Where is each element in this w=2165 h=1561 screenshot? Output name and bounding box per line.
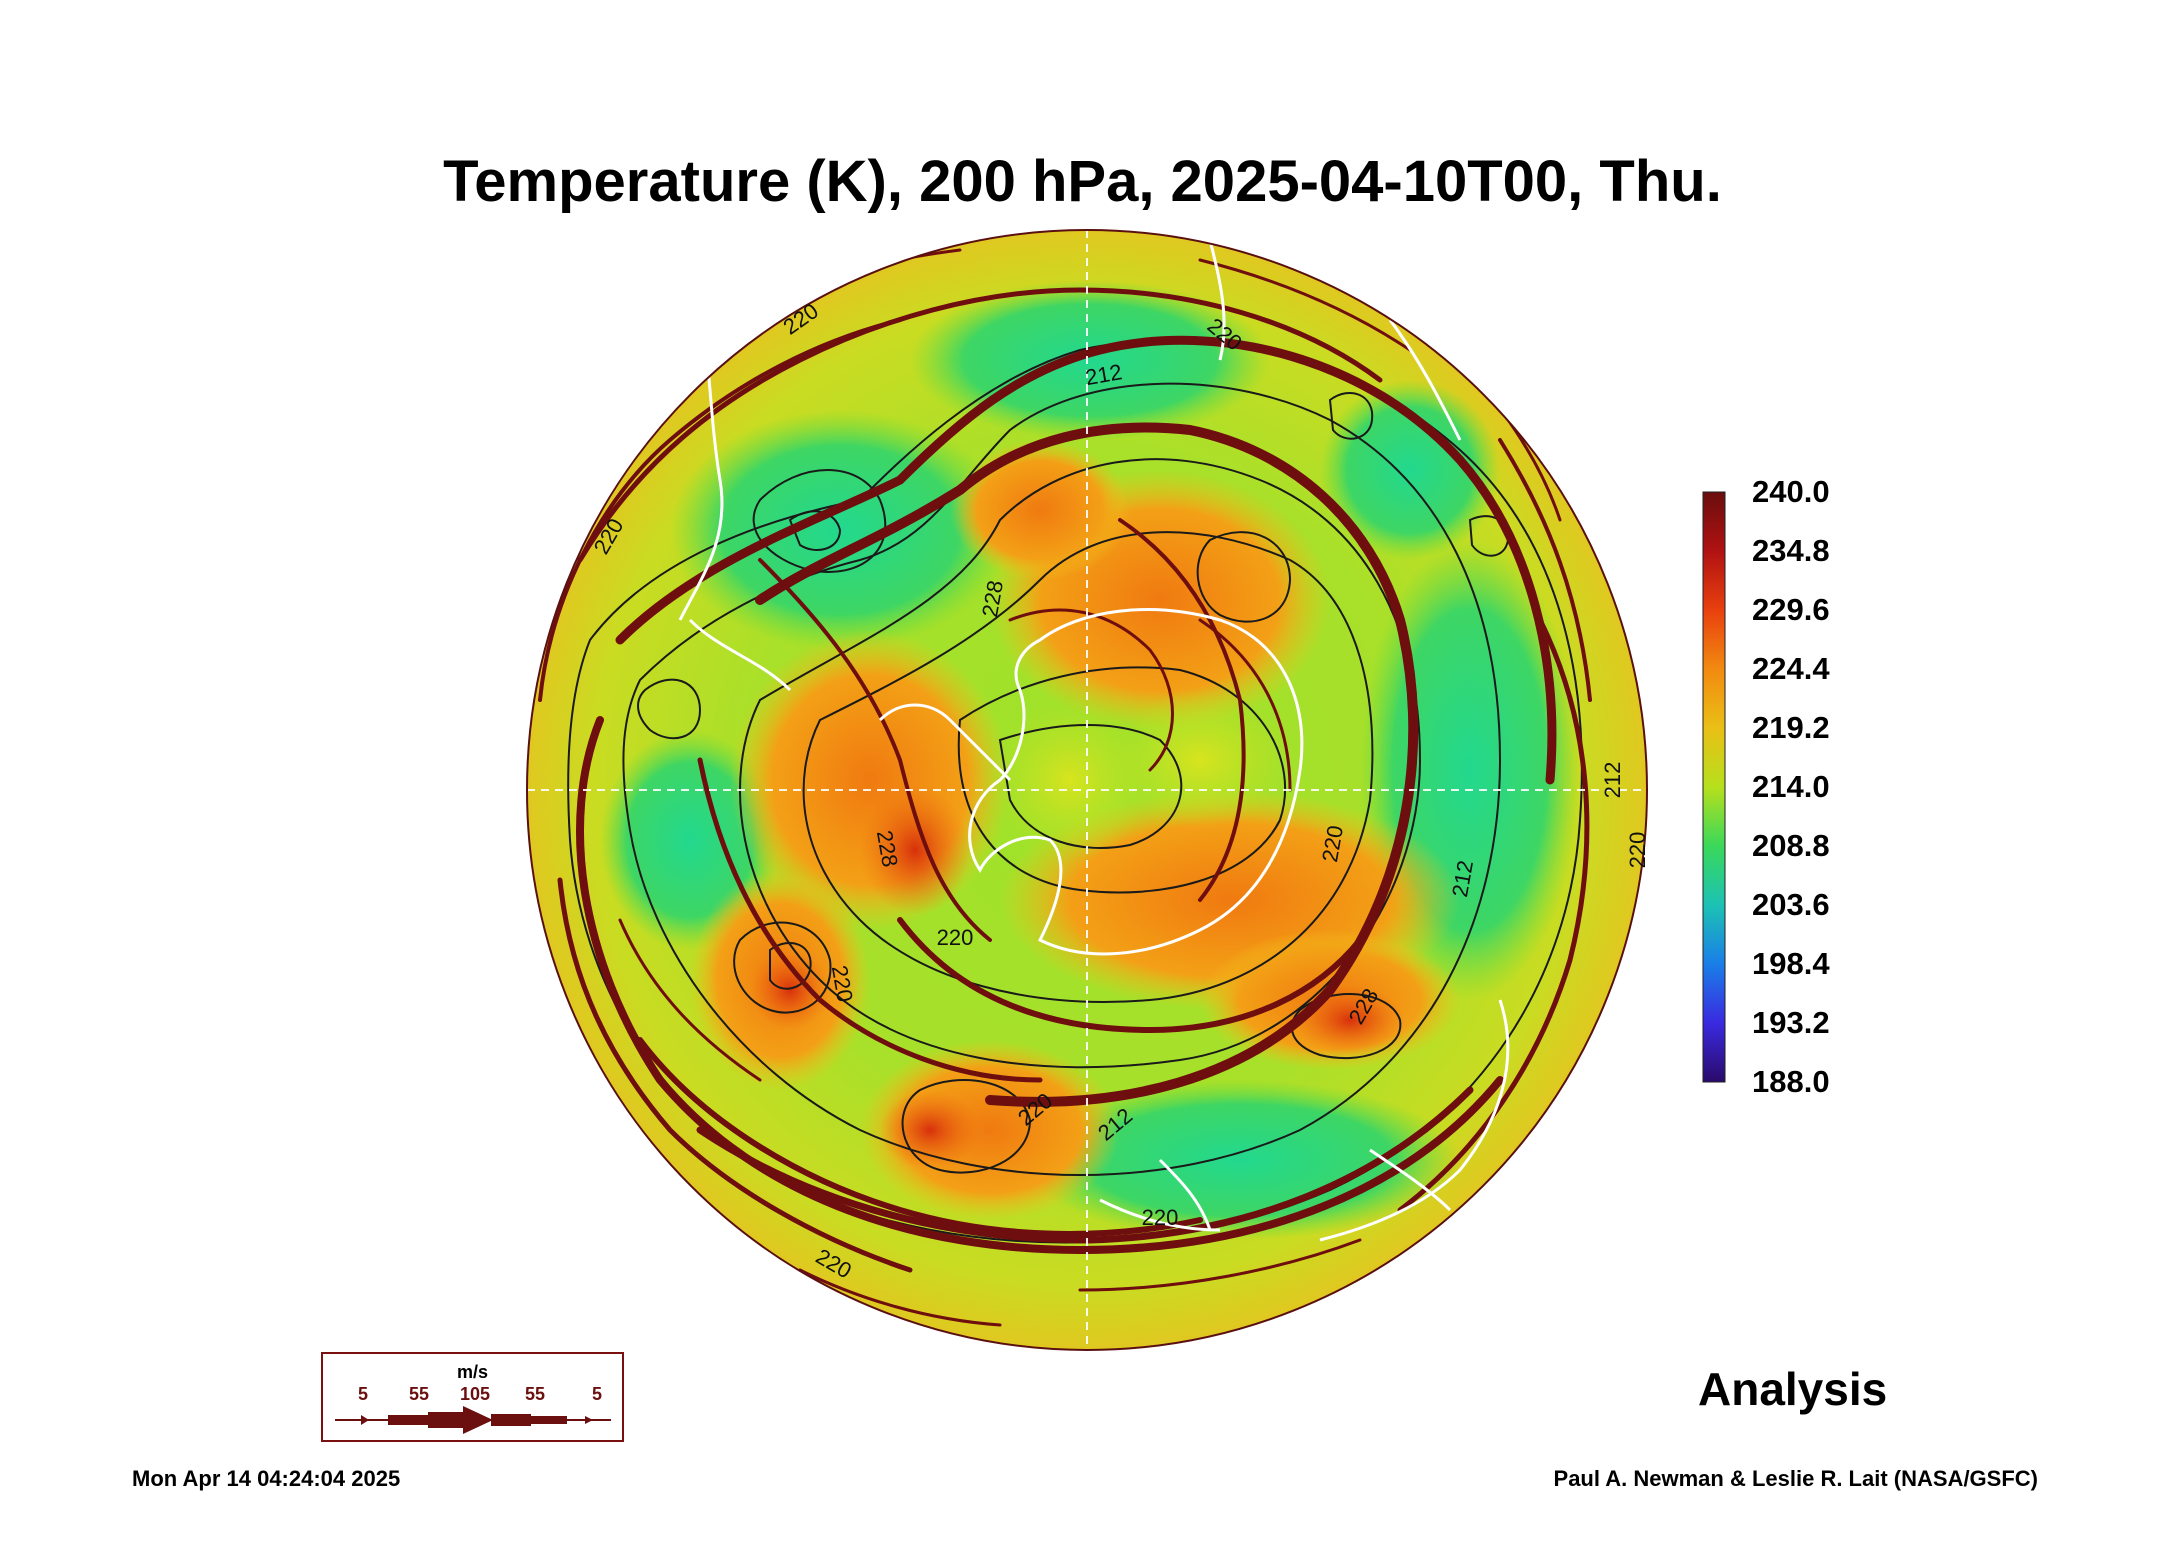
colorbar-tick-label: 229.6: [1752, 592, 1830, 627]
colorbar-tick-label: 198.4: [1752, 946, 1830, 981]
colorbar-tick-label: 208.8: [1752, 828, 1830, 863]
graticule: [527, 230, 1647, 1350]
contour-label: 220: [1625, 832, 1650, 869]
colorbar-tick-label: 188.0: [1752, 1064, 1830, 1099]
colorbar-tick-label: 193.2: [1752, 1005, 1830, 1040]
colorbar-tick-label: 224.4: [1752, 651, 1830, 686]
wind-speed-legend: m/s 5 55 105 55 5: [321, 1352, 624, 1442]
wind-value: 55: [408, 1384, 430, 1404]
wind-value: 55: [524, 1384, 546, 1404]
colorbar-tick-label: 219.2: [1752, 710, 1830, 745]
contour-label: 220: [1142, 1205, 1179, 1230]
map-boundary: [526, 229, 1648, 1351]
colorbar-tick-label: 203.6: [1752, 887, 1830, 922]
wind-value: 5: [591, 1384, 603, 1404]
footer-timestamp: Mon Apr 14 04:24:04 2025: [132, 1466, 401, 1491]
wind-arrow-scale: [335, 1406, 611, 1434]
wind-value: 105: [459, 1384, 491, 1404]
colorbar-tick-label: 234.8: [1752, 533, 1830, 568]
wind-value: 5: [357, 1384, 369, 1404]
contour-label: 220: [937, 925, 974, 950]
contour-label: 212: [1600, 762, 1625, 799]
isotherms: [567, 339, 1583, 1244]
map-title: Temperature (K), 200 hPa, 2025-04-10T00,…: [443, 149, 1722, 214]
footer-credit: Paul A. Newman & Leslie R. Lait (NASA/GS…: [1553, 1466, 2038, 1491]
coastlines: [678, 239, 1510, 1242]
colorbar-tick-label: 214.0: [1752, 769, 1830, 804]
analysis-label: Analysis: [1698, 1363, 1888, 1415]
colorbar: [1702, 491, 1726, 1083]
wind-unit: m/s: [456, 1362, 489, 1382]
streamlines: [538, 248, 1592, 1327]
temperature-field: [527, 230, 1647, 1350]
colorbar-tick-label: 240.0: [1752, 474, 1830, 509]
